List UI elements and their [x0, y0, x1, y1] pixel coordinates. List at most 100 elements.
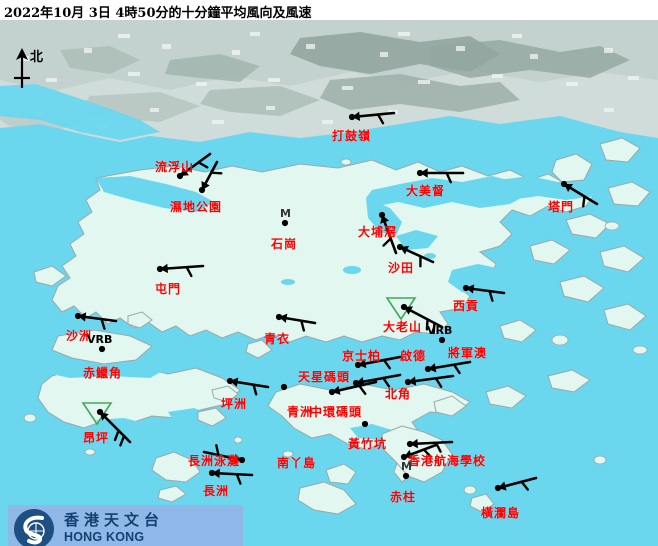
- station-label-4[interactable]: 塔門: [548, 200, 575, 214]
- wind-barb-feather: [582, 195, 586, 208]
- station-label-23[interactable]: 黃竹坑: [348, 437, 388, 451]
- station-label-11[interactable]: 沙洲: [66, 329, 93, 343]
- wind-barb-feather: [432, 321, 436, 335]
- station-label-6[interactable]: 大埔滘: [358, 225, 398, 239]
- north-arrow-icon: [14, 48, 30, 88]
- wind-barb-arrowhead: [408, 376, 417, 386]
- wind-barb-feather: [520, 480, 530, 491]
- station-label-3[interactable]: 大美督: [406, 184, 446, 198]
- wind-barb-feather: [382, 358, 391, 370]
- wind-barb-feather: [382, 237, 392, 247]
- wind-barb-arrowhead: [352, 111, 361, 121]
- station-label-28[interactable]: 赤柱: [390, 490, 417, 504]
- wind-barb-feather: [376, 113, 385, 125]
- station-marker: [328, 380, 378, 396]
- station-marker: [275, 313, 317, 332]
- station-marker: [385, 297, 444, 335]
- station-marker: [156, 263, 205, 278]
- hko-logo: 香港天文台 HONG KONG OBSERVATORY: [8, 505, 243, 546]
- station-label-18[interactable]: 北角: [385, 387, 412, 401]
- station-label-7[interactable]: 沙田: [388, 261, 415, 275]
- station-marker: [494, 476, 538, 492]
- station-label-9[interactable]: 西貢: [453, 299, 480, 313]
- station-marker: [462, 284, 506, 302]
- wind-barb-arrowhead: [404, 306, 413, 315]
- variable-wind-marker: VRB: [427, 324, 453, 337]
- wind-barb-arrowhead: [230, 377, 239, 387]
- observatory-swirl-icon: [14, 509, 54, 546]
- station-marker: [400, 443, 438, 461]
- wind-barb-feather: [210, 171, 223, 175]
- station-label-22[interactable]: 坪洲: [221, 397, 248, 411]
- wind-barb-arrowhead: [78, 312, 87, 322]
- station-marker: [98, 345, 106, 353]
- station-label-1[interactable]: 流浮山: [155, 160, 195, 174]
- hko-logo-mark: [14, 509, 54, 546]
- station-label-5[interactable]: 石崗: [271, 237, 298, 251]
- hko-logo-chinese: 香港天文台: [64, 511, 165, 529]
- station-label-21[interactable]: 昂坪: [83, 431, 110, 445]
- station-marker: [281, 219, 289, 227]
- station-label-27[interactable]: 長洲: [203, 484, 230, 498]
- station-marker: [404, 374, 455, 388]
- station-label-13[interactable]: 青衣: [264, 332, 291, 346]
- station-label-29[interactable]: 橫瀾島: [481, 506, 521, 520]
- station-label-0[interactable]: 打鼓嶺: [332, 129, 372, 143]
- station-label-25[interactable]: 南丫島: [277, 456, 317, 470]
- station-marker: [424, 360, 472, 375]
- wind-barb-feather: [235, 473, 242, 485]
- station-label-19[interactable]: 中環碼頭: [310, 405, 363, 419]
- station-dot: [98, 345, 106, 353]
- wind-barb-feather: [382, 376, 391, 388]
- station-dot: [438, 336, 446, 344]
- wind-barb-arrowhead: [180, 167, 189, 176]
- station-marker: [348, 111, 396, 125]
- wind-barb-arrowhead: [212, 468, 220, 479]
- wind-barb-feather: [358, 384, 367, 395]
- variable-wind-marker: VRB: [87, 333, 113, 346]
- station-dot: [281, 219, 289, 227]
- wind-barb-arrowhead: [404, 449, 413, 459]
- station-label-15[interactable]: 啟德: [400, 349, 427, 363]
- wind-barb-arrowhead: [400, 245, 409, 255]
- station-label-8[interactable]: 屯門: [155, 282, 182, 296]
- station-marker: [81, 402, 132, 447]
- station-label-24[interactable]: 長洲泳灘: [188, 454, 241, 468]
- wind-barb-feather: [434, 377, 443, 388]
- station-marker: [354, 355, 402, 370]
- wind-barb-feather: [215, 444, 220, 457]
- station-label-14[interactable]: 京士柏: [342, 349, 382, 363]
- map-canvas[interactable]: 打鼓嶺流浮山濕地公園 大美督塔門石崗 M 大埔滘沙田屯門西貢大老山沙洲赤鱲角 VRB 青衣…: [0, 20, 658, 546]
- station-marker: [198, 160, 223, 194]
- wind-barb-arrowhead: [100, 412, 109, 421]
- wind-barbs-layer: [74, 111, 599, 492]
- station-label-2[interactable]: 濕地公園: [170, 200, 223, 214]
- station-label-20[interactable]: 青洲: [287, 405, 314, 419]
- station-marker: [406, 438, 454, 453]
- wind-barb-arrowhead: [380, 215, 390, 224]
- station-label-26[interactable]: 香港航海學校: [408, 454, 487, 468]
- wind-barb-feather: [452, 363, 461, 375]
- gale-warning-triangle: [81, 402, 113, 426]
- wind-barb-feather: [100, 317, 106, 330]
- station-label-10[interactable]: 大老山: [383, 320, 423, 334]
- station-marker: [396, 243, 435, 268]
- station-label-16[interactable]: 將軍澳: [448, 346, 488, 360]
- wind-barb-arrowhead: [564, 183, 573, 192]
- map-geography: [0, 20, 658, 546]
- missing-data-marker: M: [401, 460, 412, 473]
- wind-barb-arrowhead: [332, 385, 341, 395]
- wind-barb-arrowhead: [466, 284, 475, 294]
- station-marker: [416, 168, 465, 184]
- wind-barb-feather: [185, 265, 193, 278]
- wind-barb-arrowhead: [410, 438, 418, 449]
- wind-barb-feather: [300, 319, 306, 332]
- wind-barb-feather: [425, 318, 429, 331]
- wind-barb-arrowhead: [233, 453, 242, 464]
- page-title: 2022年10月 3日 4時50分的十分鐘平均風向及風速: [4, 6, 312, 21]
- station-label-17[interactable]: 天星碼頭: [298, 370, 351, 384]
- station-label-12[interactable]: 赤鱲角: [83, 366, 123, 380]
- wind-barb-feather: [197, 161, 209, 169]
- wind-barb-arrowhead: [201, 181, 210, 190]
